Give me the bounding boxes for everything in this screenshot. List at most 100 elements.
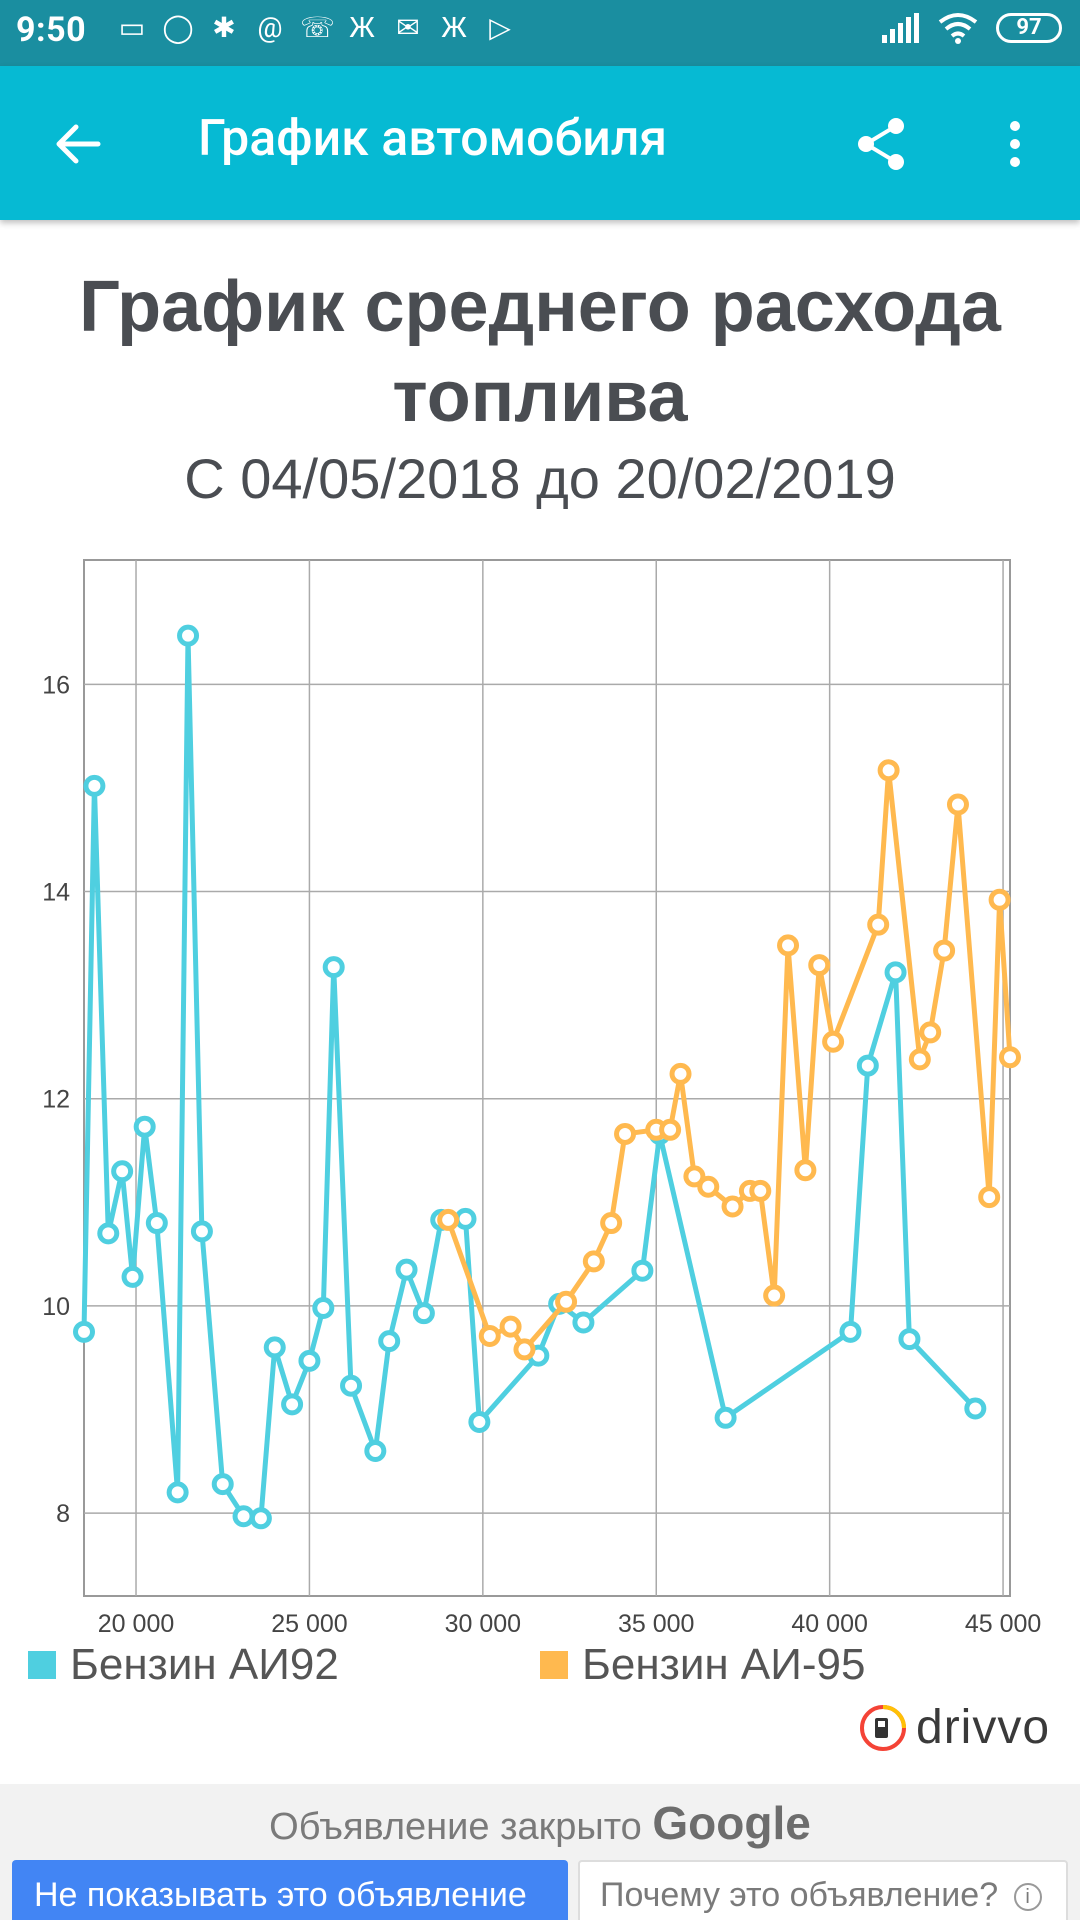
data-point-ai92 bbox=[412, 1302, 435, 1325]
viber-icon: ☏ bbox=[300, 11, 336, 44]
whatsapp-icon: ◯ bbox=[162, 11, 194, 44]
data-point-ai92 bbox=[395, 1258, 418, 1281]
data-point-ai92 bbox=[111, 1160, 134, 1183]
y-tick-label: 14 bbox=[42, 879, 70, 907]
data-point-ai95 bbox=[933, 939, 956, 962]
x-tick-label: 45 000 bbox=[965, 1610, 1041, 1638]
app-bar: График автомобиля bbox=[0, 66, 1080, 220]
data-point-ai92 bbox=[714, 1406, 737, 1429]
legend-label-ai95: Бензин АИ-95 bbox=[582, 1640, 866, 1689]
info-icon: i bbox=[1013, 1883, 1042, 1912]
data-point-ai95 bbox=[697, 1175, 720, 1198]
bug-icon: ✱ bbox=[212, 11, 236, 44]
plot-area bbox=[83, 559, 1011, 1597]
y-tick-label: 12 bbox=[42, 1086, 70, 1114]
chart-title: График среднего расхода топлива bbox=[40, 262, 1040, 442]
data-point-ai95 bbox=[721, 1195, 744, 1218]
data-point-ai92 bbox=[884, 961, 907, 984]
data-point-ai92 bbox=[312, 1296, 335, 1319]
data-point-ai92 bbox=[281, 1393, 304, 1416]
status-bar: 9:50 ▭ ◯ ✱ @ ☏ Ж ✉ Ж ▷ 97 bbox=[0, 0, 1080, 66]
data-point-ai92 bbox=[166, 1481, 189, 1504]
data-point-ai95 bbox=[822, 1030, 845, 1053]
fuel-consumption-chart: 20 000 25 000 30 000 35 000 40 000 45 000 8 10 1… bbox=[42, 559, 1041, 1638]
fuel-pump-icon bbox=[860, 1704, 906, 1751]
back-arrow-icon[interactable] bbox=[48, 114, 108, 174]
data-point-ai95 bbox=[478, 1324, 501, 1347]
data-point-ai95 bbox=[988, 888, 1011, 911]
data-point-ai95 bbox=[946, 793, 969, 816]
data-point-ai95 bbox=[582, 1250, 605, 1273]
battery-indicator: 97 bbox=[996, 13, 1062, 43]
odnoklassniki-icon-2: Ж bbox=[441, 11, 467, 44]
card-icon: ▭ bbox=[118, 11, 146, 44]
data-point-ai95 bbox=[919, 1021, 942, 1044]
data-point-ai95 bbox=[513, 1338, 536, 1361]
status-right: 97 bbox=[880, 12, 1062, 44]
data-point-ai95 bbox=[683, 1165, 706, 1188]
status-time: 9:50 bbox=[16, 10, 87, 50]
data-point-ai95 bbox=[600, 1212, 623, 1235]
ad-closed-label: Объявление закрыто Google bbox=[0, 1796, 1080, 1850]
data-point-ai95 bbox=[978, 1186, 1001, 1209]
data-point-ai95 bbox=[808, 954, 831, 977]
hide-ad-button[interactable]: Не показывать это объявление bbox=[12, 1860, 568, 1920]
data-point-ai92 bbox=[898, 1328, 921, 1351]
data-point-ai92 bbox=[340, 1374, 363, 1397]
y-tick-label: 8 bbox=[56, 1500, 70, 1528]
data-point-ai92 bbox=[468, 1410, 491, 1433]
data-point-ai92 bbox=[133, 1115, 156, 1138]
x-tick-label: 25 000 bbox=[271, 1610, 347, 1638]
data-point-ai92 bbox=[631, 1259, 654, 1282]
data-point-ai92 bbox=[364, 1439, 387, 1462]
at-icon: @ bbox=[257, 11, 283, 44]
x-tick-label: 30 000 bbox=[445, 1610, 521, 1638]
odnoklassniki-icon: Ж bbox=[349, 11, 375, 44]
data-point-ai92 bbox=[378, 1330, 401, 1353]
data-point-ai95 bbox=[999, 1046, 1021, 1069]
google-logo: Google bbox=[652, 1797, 811, 1849]
page-title: График автомобиля bbox=[198, 110, 668, 168]
data-point-ai92 bbox=[249, 1507, 272, 1530]
mail-icon: ✉ bbox=[396, 11, 420, 44]
data-point-ai92 bbox=[964, 1397, 987, 1420]
legend-swatch-ai92 bbox=[28, 1651, 56, 1679]
data-point-ai92 bbox=[839, 1320, 862, 1343]
drivvo-logo: drivvo bbox=[858, 1700, 1050, 1755]
chart-title-line-2: топлива bbox=[392, 357, 688, 437]
data-point-ai92 bbox=[263, 1336, 286, 1359]
y-tick-label: 10 bbox=[42, 1293, 70, 1321]
data-point-ai95 bbox=[437, 1208, 460, 1231]
legend-swatch-ai95 bbox=[540, 1651, 568, 1679]
data-point-ai92 bbox=[121, 1265, 144, 1288]
data-point-ai95 bbox=[763, 1284, 786, 1307]
data-point-ai95 bbox=[749, 1179, 772, 1202]
data-point-ai95 bbox=[867, 913, 890, 936]
data-point-ai95 bbox=[499, 1315, 522, 1338]
data-point-ai95 bbox=[777, 934, 800, 957]
legend-item-ai95[interactable]: Бензин АИ-95 bbox=[540, 1640, 866, 1690]
data-point-ai92 bbox=[298, 1349, 321, 1372]
data-point-ai92 bbox=[73, 1320, 95, 1343]
legend-label-ai92: Бензин АИ92 bbox=[70, 1640, 339, 1689]
share-icon[interactable] bbox=[852, 114, 912, 174]
data-point-ai95 bbox=[555, 1290, 578, 1313]
data-point-ai92 bbox=[190, 1220, 213, 1243]
data-point-ai95 bbox=[908, 1048, 931, 1071]
legend-item-ai92[interactable]: Бензин АИ92 bbox=[28, 1640, 339, 1690]
drivvo-logo-text: drivvo bbox=[916, 1701, 1051, 1754]
data-point-ai95 bbox=[669, 1062, 692, 1085]
data-point-ai95 bbox=[877, 759, 900, 782]
data-point-ai95 bbox=[659, 1118, 682, 1141]
chart-subtitle: С 04/05/2018 до 20/02/2019 bbox=[184, 447, 896, 510]
data-point-ai92 bbox=[232, 1505, 255, 1528]
why-this-ad-label: Почему это объявление? bbox=[600, 1876, 999, 1914]
play-icon: ▷ bbox=[489, 11, 511, 44]
data-point-ai92 bbox=[856, 1054, 879, 1077]
x-tick-label: 35 000 bbox=[618, 1610, 694, 1638]
data-point-ai95 bbox=[794, 1159, 817, 1182]
why-this-ad-button[interactable]: Почему это объявление? i bbox=[578, 1860, 1068, 1920]
more-vert-icon[interactable] bbox=[990, 114, 1040, 174]
chart-title-line-1: График среднего расхода bbox=[79, 267, 1001, 347]
ad-closed-text: Объявление закрыто bbox=[269, 1806, 642, 1848]
